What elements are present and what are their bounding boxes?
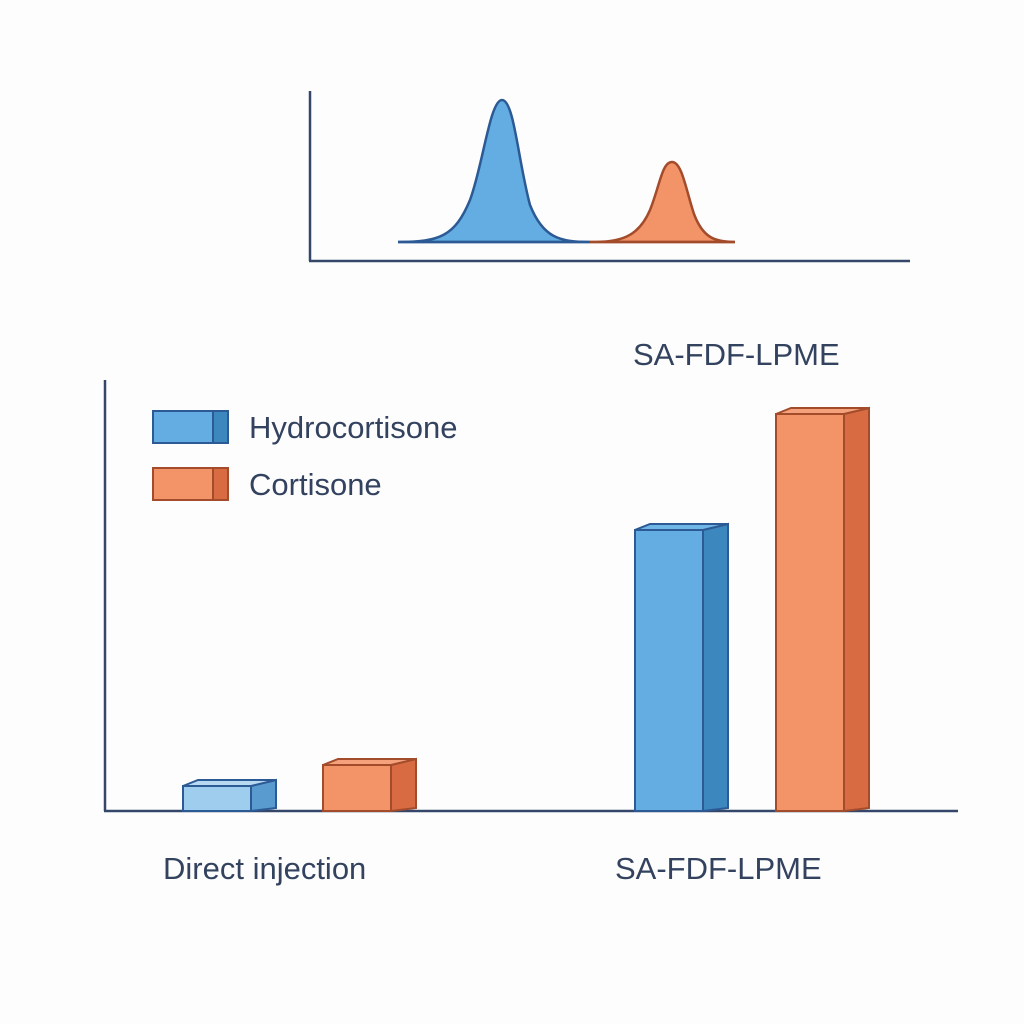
- cortisone-peak: [589, 160, 736, 244]
- bar-safdf-hydrocortisone: [634, 522, 729, 813]
- x-label-sa-fdf-lpme: SA-FDF-LPME: [615, 851, 822, 886]
- chromatogram-label: SA-FDF-LPME: [633, 337, 840, 372]
- legend-label-hydrocortisone: Hydrocortisone: [249, 410, 458, 445]
- hydrocortisone-peak: [397, 98, 591, 244]
- bar-chart: [103, 380, 958, 813]
- legend-swatch-cortisone: [152, 467, 229, 501]
- x-label-direct-injection: Direct injection: [163, 851, 367, 886]
- bar-safdf-cortisone: [775, 406, 870, 813]
- bar-direct-cortisone: [322, 757, 417, 813]
- bar-direct-hydrocortisone: [182, 778, 277, 813]
- legend-label-cortisone: Cortisone: [249, 467, 382, 502]
- legend-swatch-hydrocortisone: [152, 410, 229, 444]
- chromatogram: [308, 91, 910, 263]
